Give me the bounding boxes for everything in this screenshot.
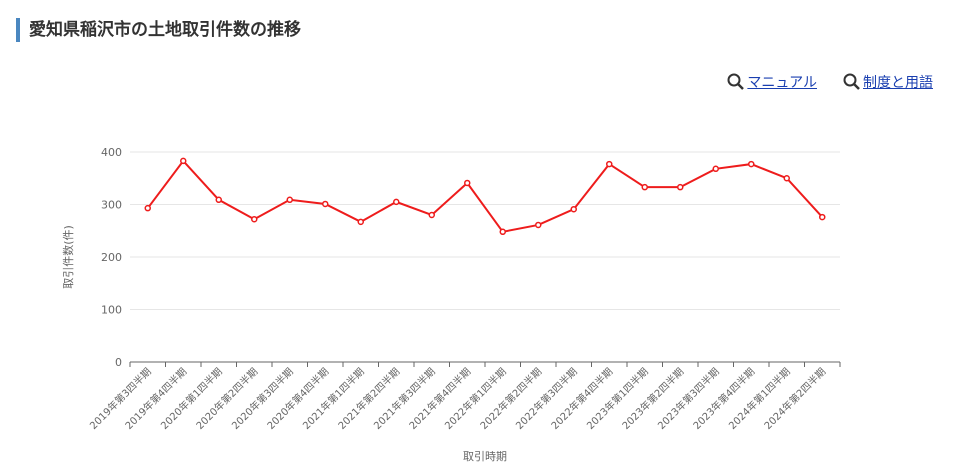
- y-tick-label: 300: [101, 199, 122, 212]
- x-tick-label: 2020年第1四半期: [158, 365, 225, 432]
- x-tick-label: 2024年第1四半期: [726, 365, 793, 432]
- link-text[interactable]: マニュアル: [747, 75, 817, 91]
- point: [357, 218, 364, 226]
- x-tick-label: 2023年第2四半期: [619, 365, 686, 432]
- x-tick-label: 2020年第2四半期: [193, 365, 260, 432]
- x-tick-label: 2022年第1四半期: [442, 365, 509, 432]
- point: [606, 160, 613, 168]
- x-tick-label: 2023年第4四半期: [690, 365, 757, 432]
- x-tick-label: 2021年第1四半期: [300, 365, 367, 432]
- page-title: 愛知県稲沢市の土地取引件数の推移: [16, 18, 301, 42]
- point: [712, 165, 719, 173]
- x-tick-label: 2020年第3四半期: [229, 365, 296, 432]
- x-tick-label: 2024年第2四半期: [761, 365, 828, 432]
- point: [819, 213, 826, 221]
- x-tick-label: 2023年第1四半期: [584, 365, 651, 432]
- x-tick-label: 2021年第4四半期: [406, 365, 473, 432]
- point: [783, 175, 790, 182]
- links: マニュアル 制度と用語: [727, 72, 933, 92]
- point: [464, 179, 471, 187]
- x-tick-label: 2021年第2四半期: [335, 365, 402, 432]
- point: [677, 183, 684, 191]
- point: [286, 196, 293, 204]
- y-axis-label: 取引件数(件): [61, 225, 75, 289]
- x-tick-label: 2022年第3四半期: [513, 365, 580, 432]
- point: [215, 196, 222, 204]
- x-tick-label: 2022年第4四半期: [548, 365, 615, 432]
- point: [428, 211, 435, 219]
- point: [535, 221, 542, 229]
- point: [322, 200, 329, 208]
- point: [251, 215, 258, 223]
- x-tick-label: 2023年第3四半期: [655, 365, 722, 432]
- x-tick-label: 2022年第2四半期: [477, 365, 544, 432]
- y-tick-label: 100: [101, 304, 122, 317]
- x-tick-label: 2020年第4四半期: [264, 365, 331, 432]
- x-tick-label: 2021年第3四半期: [371, 365, 438, 432]
- point: [393, 198, 400, 206]
- terms-link[interactable]: 制度と用語: [843, 72, 933, 92]
- point: [180, 157, 187, 165]
- y-tick-label: 0: [115, 356, 122, 369]
- point: [748, 160, 755, 168]
- point: [570, 205, 577, 213]
- manual-link[interactable]: マニュアル: [727, 72, 817, 92]
- point: [641, 183, 648, 191]
- point: [144, 204, 151, 212]
- point: [499, 228, 506, 236]
- line: [146, 159, 823, 233]
- link-text[interactable]: 制度と用語: [863, 75, 933, 91]
- y-tick-label: 200: [101, 251, 122, 264]
- x-axis-label: 取引時期: [463, 449, 507, 463]
- x-tick-label: 2019年第4四半期: [122, 365, 189, 432]
- x-tick-label: 2019年第3四半期: [87, 365, 154, 432]
- y-tick-label: 400: [101, 146, 122, 159]
